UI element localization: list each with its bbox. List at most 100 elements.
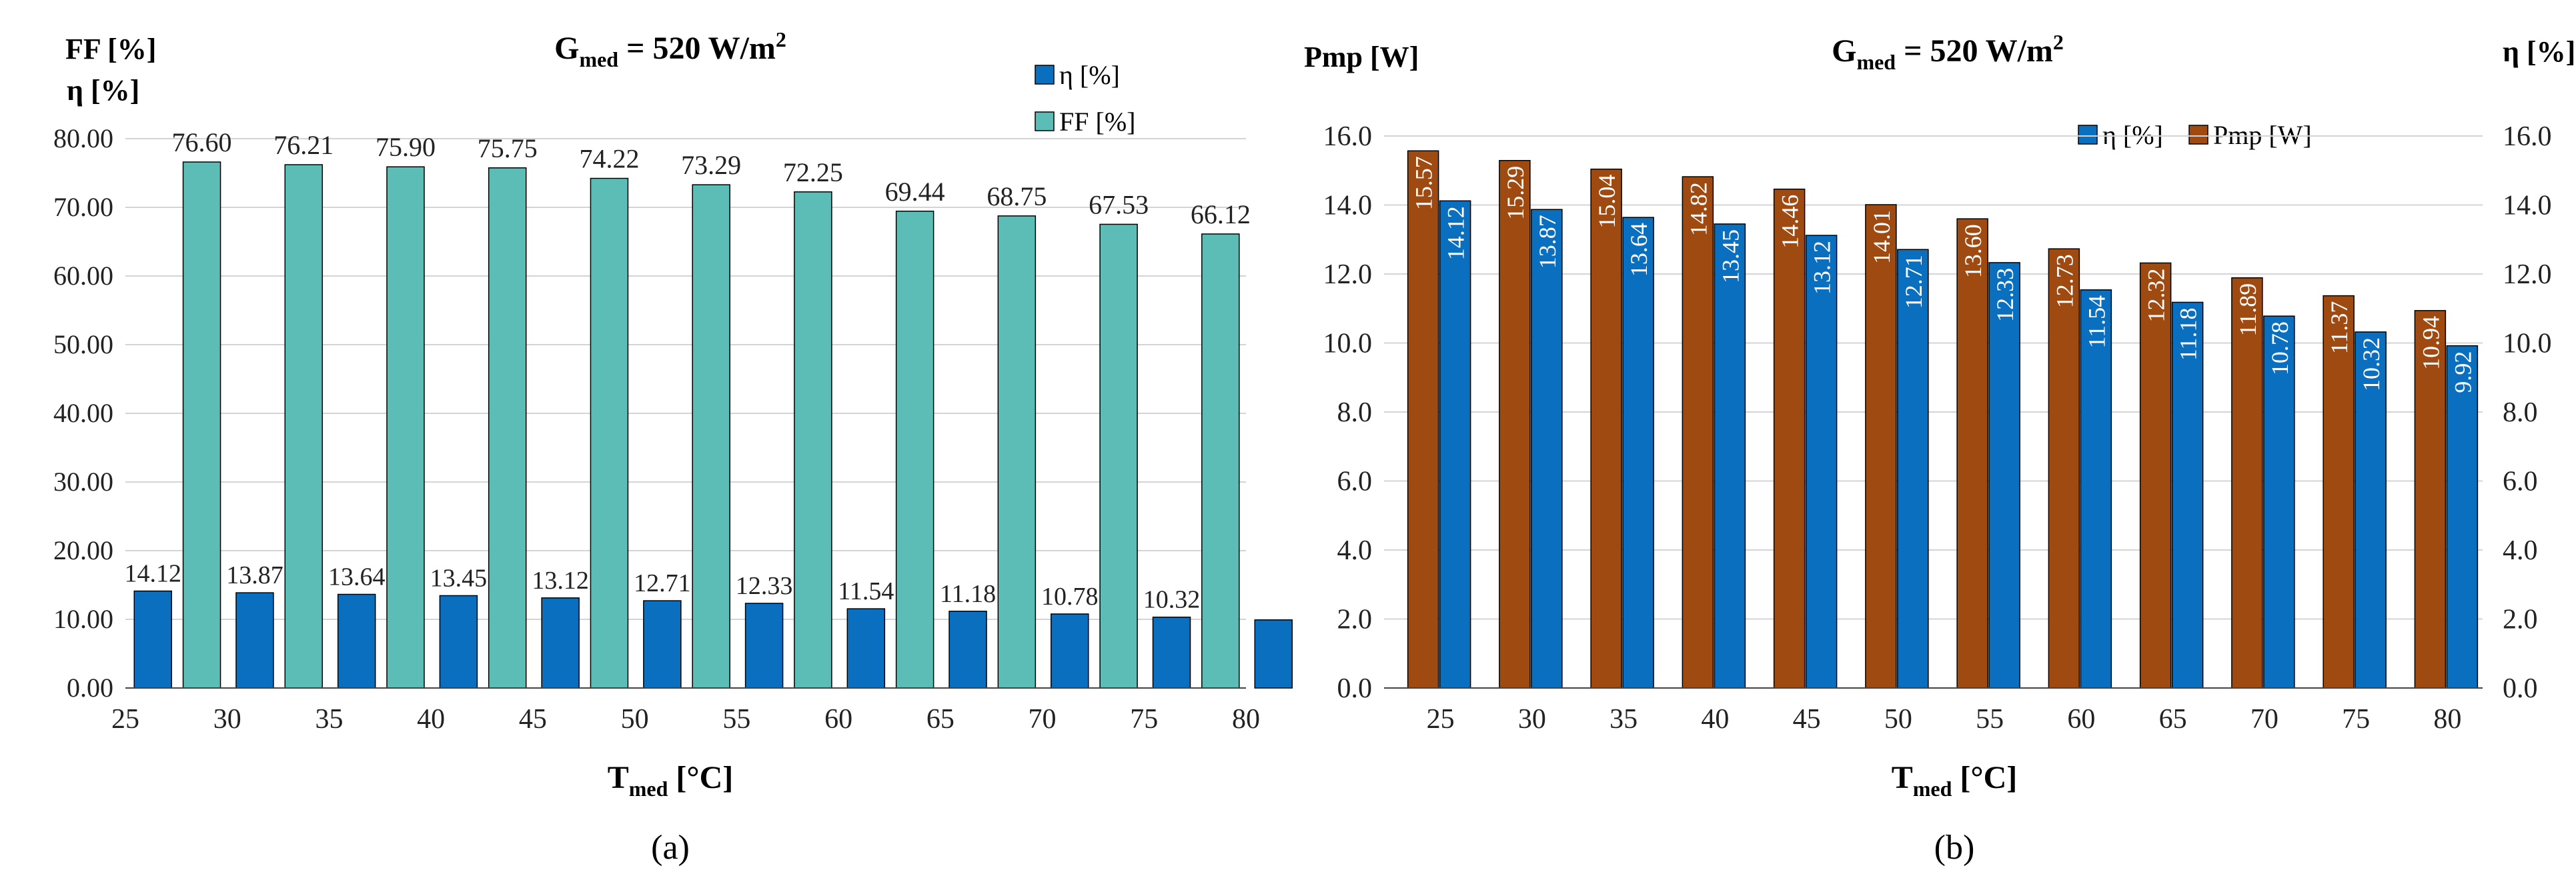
chart-a-bar-ff (284, 164, 324, 689)
chart-b-legend-swatch-eta (2078, 125, 2098, 145)
chart-a-data-label-ff: 76.21 (273, 130, 334, 160)
chart-a-ylabel-line2: η [%] (67, 74, 139, 107)
chart-b-data-label-eta: 11.18 (2175, 307, 2202, 361)
chart-a-bar-ff (1201, 233, 1240, 689)
chart-b-y-tick-label-right: 0.0 (2503, 673, 2538, 704)
chart-a-x-tick-label: 75 (1130, 704, 1158, 735)
chart-a-y-tick-label: 80.00 (53, 123, 113, 153)
chart-b-data-label-eta: 10.78 (2267, 321, 2293, 375)
chart-a-data-label-ff: 72.25 (783, 157, 843, 187)
chart-a-data-labels: 14.12 13.87 13.64 13.45 13.12 12.71 12.33 11.54… (124, 127, 1250, 614)
chart-b-data-label-pmp: 15.04 (1593, 175, 1620, 229)
chart-b-data-labels: 15.57 15.29 15.04 14.82 14.46 14.01 13.60 12.73… (1411, 156, 2477, 393)
chart-b: Pmp [W] η [%] Gmed = 520 W/m2 η [%] Pmp … (1304, 30, 2575, 867)
chart-a-x-tick-label: 65 (926, 704, 954, 735)
chart-a-x-tick-label: 55 (722, 704, 750, 735)
chart-b-bar-pmp (2231, 277, 2263, 689)
chart-a-data-label-eta: 12.71 (634, 569, 691, 597)
chart-b-y-tick-label-left: 2.0 (1337, 605, 1373, 635)
chart-a-bar-ff (692, 184, 730, 689)
chart-a-y-tick-label: 60.00 (53, 261, 113, 291)
chart-a-bars (133, 161, 1293, 689)
chart-b-x-tick-label: 35 (1609, 704, 1638, 735)
chart-b-data-label-pmp: 15.57 (1411, 156, 1437, 210)
chart-a-y-tick-label: 10.00 (53, 604, 113, 634)
chart-a-legend-swatch-eta (1035, 65, 1055, 85)
chart-b-bar-eta (2446, 345, 2479, 689)
chart-b-y-tick-label-left: 0.0 (1337, 673, 1373, 704)
chart-b-data-label-eta: 12.33 (1992, 268, 2018, 322)
chart-a-bar-ff (590, 177, 629, 689)
chart-a-x-tick-label: 40 (417, 704, 445, 735)
chart-a-bar-eta (1254, 619, 1293, 689)
chart-a-legend-label-ff: FF [%] (1059, 107, 1135, 137)
chart-b-data-label-pmp: 14.46 (1777, 195, 1804, 249)
chart-b-data-label-pmp: 11.89 (2234, 283, 2261, 337)
chart-b-y-tick-label-right: 8.0 (2503, 397, 2538, 428)
chart-a-ylabel-line1: FF [%] (65, 33, 156, 65)
chart-b-data-label-eta: 12.71 (1900, 255, 1927, 309)
chart-a-x-tick-label: 35 (315, 704, 343, 735)
chart-a-data-label-eta: 13.64 (328, 563, 386, 591)
chart-b-bar-eta (1805, 235, 1838, 689)
chart-a-bar-eta (643, 600, 682, 689)
chart-a-legend-swatch-ff (1035, 111, 1055, 131)
chart-b-y-tick-label-left: 8.0 (1337, 397, 1373, 428)
chart-b-panel-label: (b) (1934, 829, 1975, 867)
chart-a-data-label-ff: 75.90 (376, 132, 436, 162)
chart-a-title: Gmed = 520 W/m2 (554, 27, 786, 71)
chart-b-x-tick-label: 45 (1793, 704, 1821, 735)
chart-b-bar-eta (2355, 331, 2387, 689)
chart-b-y-tick-label-right: 14.0 (2503, 191, 2552, 221)
chart-a-bar-ff (794, 191, 832, 689)
chart-b-y-tick-label-left: 14.0 (1323, 191, 1373, 221)
chart-a-bar-eta (1051, 613, 1089, 689)
chart-b-data-label-eta: 10.32 (2358, 337, 2385, 391)
chart-b-y-tick-label-right: 6.0 (2503, 467, 2538, 497)
chart-a-data-label-ff: 74.22 (579, 144, 639, 174)
chart-a-x-ticks: 25 30 35 40 45 50 55 60 65 70 75 80 (111, 704, 1260, 735)
chart-b-legend: η [%] Pmp [W] (2078, 120, 2312, 150)
chart-a-y-ticks: 0.00 10.00 20.00 30.00 40.00 50.00 60.00 70.00 8… (53, 123, 113, 703)
chart-b-xlabel: Tmed [°C] (1892, 760, 2018, 801)
chart-a-x-tick-label: 50 (621, 704, 649, 735)
chart-b-bar-eta (2171, 301, 2204, 689)
chart-a-bar-eta (541, 597, 580, 689)
chart-b-data-label-pmp: 14.01 (1868, 210, 1895, 264)
chart-b-data-label-eta: 13.64 (1626, 223, 1652, 277)
chart-b-bar-eta (1622, 217, 1654, 689)
chart-a-legend-label-eta: η [%] (1059, 60, 1120, 90)
chart-b-bar-pmp (2048, 248, 2080, 689)
chart-b-bar-pmp (1865, 204, 1897, 689)
chart-a-bar-eta (337, 593, 376, 689)
chart-a-bar-eta (846, 608, 886, 689)
chart-a-legend: η [%] FF [%] (1035, 60, 1135, 137)
chart-b-y-tick-label-left: 10.0 (1323, 329, 1373, 359)
chart-a-x-tick-label: 30 (213, 704, 241, 735)
chart-a-panel-label: (a) (651, 829, 690, 867)
chart-b-y-ticks-left: 0.0 2.0 4.0 6.0 8.0 10.0 12.0 14.0 16.0 (1323, 121, 1373, 704)
chart-b-bar-eta (1531, 209, 1563, 689)
chart-a-data-label-eta: 11.54 (838, 577, 894, 605)
chart-b-y-tick-label-left: 16.0 (1323, 121, 1373, 152)
chart-b-bar-eta (1714, 223, 1746, 689)
chart-b-data-label-eta: 9.92 (2449, 351, 2476, 393)
chart-b-ylabel-left: Pmp [W] (1304, 41, 1419, 73)
chart-a-data-label-eta: 13.45 (430, 564, 488, 592)
chart-b-y-ticks-right: 0.0 2.0 4.0 6.0 8.0 10.0 12.0 14.0 16.0 (2503, 121, 2552, 704)
chart-b-ylabel-right: η [%] (2503, 35, 2575, 68)
chart-b-y-tick-label-right: 2.0 (2503, 605, 2538, 635)
chart-b-legend-label-pmp: Pmp [W] (2213, 120, 2312, 150)
chart-b-bar-pmp (1590, 168, 1622, 689)
chart-a-data-label-ff: 76.60 (172, 127, 232, 157)
chart-b-data-label-pmp: 11.37 (2326, 301, 2353, 355)
chart-a-data-label-eta: 13.12 (532, 567, 589, 595)
chart-a-data-label-ff: 67.53 (1089, 189, 1149, 219)
chart-b-data-label-pmp: 12.73 (2051, 254, 2078, 308)
chart-b-y-tick-label-right: 16.0 (2503, 121, 2552, 152)
chart-b-data-label-pmp: 13.60 (1960, 224, 1986, 278)
chart-b-y-tick-label-right: 12.0 (2503, 259, 2552, 290)
chart-a-x-tick-label: 80 (1232, 704, 1260, 735)
chart-b-data-label-eta: 13.12 (1809, 241, 1836, 295)
